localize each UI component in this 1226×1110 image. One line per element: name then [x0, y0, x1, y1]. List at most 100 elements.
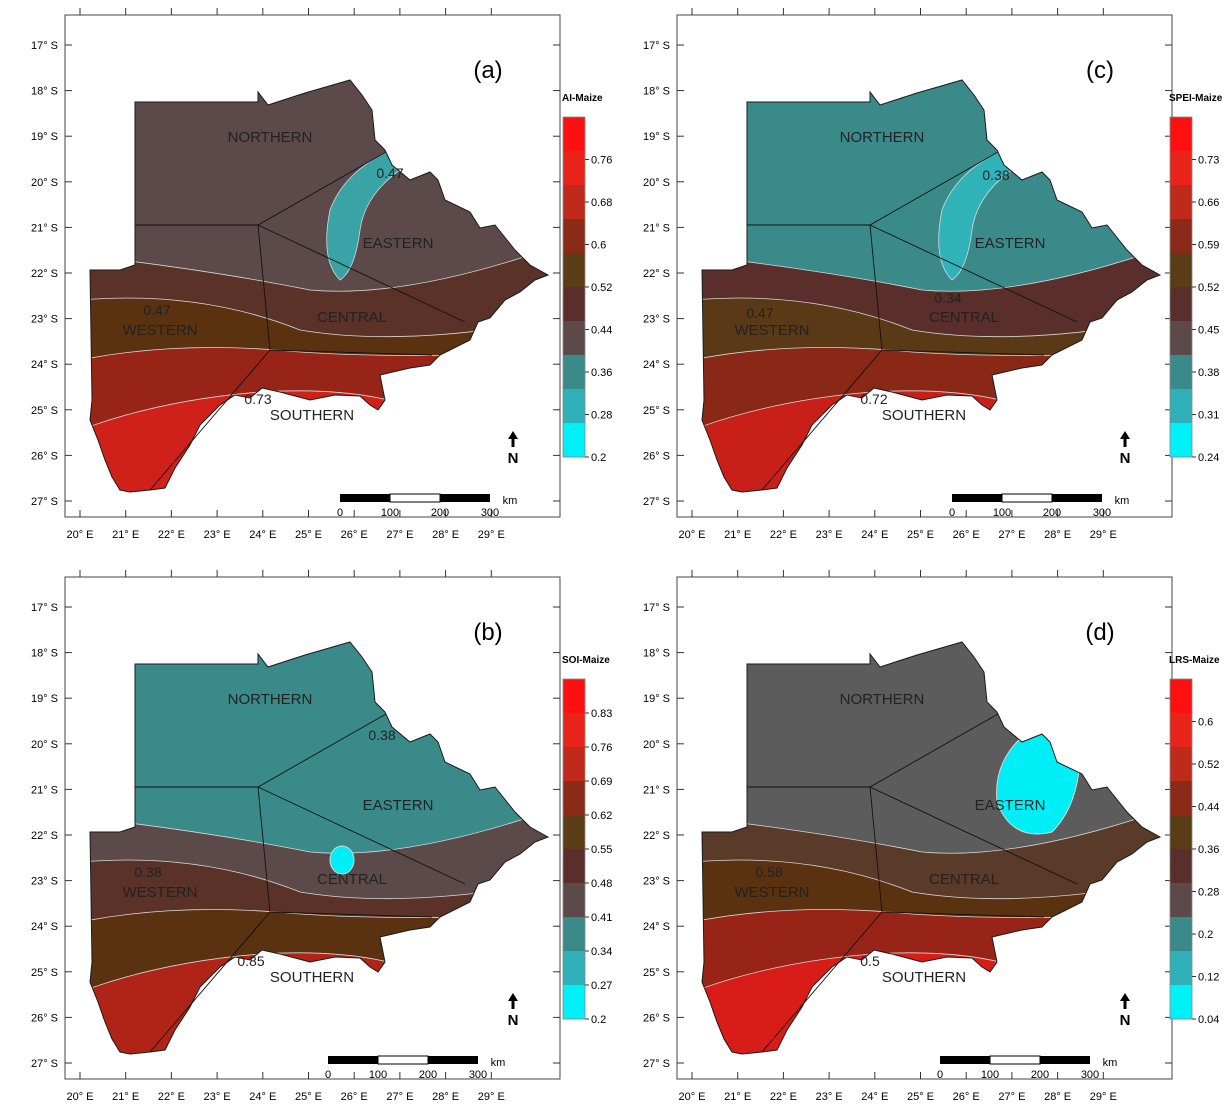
legend-title: SPEI-Maize [1169, 93, 1223, 104]
lat-tick-label: 27° S [643, 1058, 670, 1070]
region-label-western: WESTERN [735, 322, 810, 339]
legend-swatch [563, 917, 585, 952]
legend-tick-label: 0.38 [1198, 367, 1219, 379]
scale-segment [340, 494, 390, 502]
region-label-southern: SOUTHERN [270, 407, 354, 424]
lat-tick-label: 25° S [643, 405, 670, 417]
lon-tick-label: 27° E [386, 1091, 413, 1103]
lon-tick-label: 21° E [112, 1091, 139, 1103]
lat-tick-label: 20° S [31, 177, 58, 189]
lon-tick-label: 26° E [953, 1091, 980, 1103]
scale-tick-label: 0 [337, 507, 343, 519]
scale-bar: 0 100 200 300 km [949, 493, 1130, 519]
region-label-central: CENTRAL [929, 871, 999, 888]
lon-tick-label: 27° E [998, 529, 1025, 541]
legend-tick-label: 0.52 [591, 282, 612, 294]
scale-unit: km [491, 1057, 506, 1069]
legend-swatch [563, 679, 585, 714]
north-letter: N [1120, 1012, 1131, 1029]
legend-swatch [563, 849, 585, 884]
lat-tick-label: 23° S [31, 876, 58, 888]
lon-tick-label: 29° E [478, 529, 505, 541]
lon-tick-label: 21° E [724, 529, 751, 541]
legend-tick-label: 0.76 [591, 742, 612, 754]
region-boundary [149, 349, 271, 491]
legend-title: AI-Maize [562, 93, 603, 104]
scale-segment [389, 493, 441, 503]
legend-tick-label: 0.27 [591, 980, 612, 992]
legend-swatch [1170, 389, 1192, 424]
north-letter: N [508, 1012, 519, 1029]
contour-value-label: 0.47 [746, 305, 773, 321]
scale-segment [377, 1055, 429, 1065]
lat-tick-label: 17° S [31, 40, 58, 52]
legend-tick-label: 0.59 [1198, 240, 1219, 252]
lon-tick-label: 25° E [907, 1091, 934, 1103]
lat-tick-label: 26° S [643, 450, 670, 462]
legend-swatch [563, 951, 585, 986]
region-label-eastern: EASTERN [975, 797, 1046, 814]
legend-tick-label: 0.28 [591, 410, 612, 422]
legend-tick-label: 0.55 [591, 844, 612, 856]
legend-swatch [1170, 917, 1192, 952]
region-label-northern: NORTHERN [228, 129, 313, 146]
legend-tick-label: 0.62 [591, 810, 612, 822]
north-letter: N [508, 450, 519, 467]
scale-unit: km [1115, 495, 1130, 507]
lat-tick-label: 19° S [31, 693, 58, 705]
panel-letter: (c) [1086, 57, 1114, 84]
lon-tick-label: 29° E [1090, 529, 1117, 541]
legend-tick-label: 0.45 [1198, 325, 1219, 337]
north-arrow-icon: N [1120, 993, 1131, 1029]
contour-value-label: 0.34 [934, 290, 961, 306]
lat-tick-label: 21° S [31, 784, 58, 796]
legend-swatch [1170, 815, 1192, 850]
scale-tick-label: 100 [981, 1069, 999, 1081]
legend-swatch [563, 355, 585, 390]
legend-tick-label: 0.44 [1198, 802, 1219, 814]
scale-segment [952, 494, 1002, 502]
region-label-northern: NORTHERN [840, 129, 925, 146]
lon-tick-label: 28° E [1044, 529, 1071, 541]
region-label-central: CENTRAL [317, 871, 387, 888]
legend-tick-label: 0.34 [591, 946, 612, 958]
lat-tick-label: 20° S [643, 177, 670, 189]
lat-tick-label: 25° S [643, 967, 670, 979]
legend-tick-label: 0.31 [1198, 410, 1219, 422]
lat-tick-label: 24° S [643, 359, 670, 371]
scale-tick-label: 100 [993, 507, 1011, 519]
scale-tick-label: 300 [1081, 1069, 1099, 1081]
lat-tick-label: 18° S [31, 648, 58, 660]
lat-tick-label: 26° S [643, 1012, 670, 1024]
lat-tick-label: 22° S [643, 830, 670, 842]
map-panel-1: 17° S 18° S 19° S 20° S 21° S 22° S 23° S 24° S… [31, 8, 612, 541]
scale-tick-label: 0 [325, 1069, 331, 1081]
lat-tick-label: 27° S [31, 496, 58, 508]
legend-tick-label: 0.6 [1198, 717, 1213, 729]
legend-tick-label: 0.44 [591, 325, 612, 337]
contour-value-label: 0.47 [143, 302, 170, 318]
lat-tick-label: 26° S [31, 1012, 58, 1024]
lon-tick-label: 21° E [724, 1091, 751, 1103]
contour-value-label: 0.47 [376, 165, 403, 181]
map-panel-4: 17° S 18° S 19° S 20° S 21° S 22° S 23° S 24° S… [643, 570, 1220, 1103]
north-arrow-icon: N [1120, 431, 1130, 467]
lon-tick-label: 22° E [770, 529, 797, 541]
legend-swatch [563, 389, 585, 424]
lat-tick-label: 26° S [31, 450, 58, 462]
lon-tick-label: 22° E [158, 529, 185, 541]
lon-tick-label: 21° E [112, 529, 139, 541]
legend-swatch [1170, 355, 1192, 390]
lon-tick-label: 25° E [295, 1091, 322, 1103]
region-label-northern: NORTHERN [228, 691, 313, 708]
legend-swatch [563, 985, 585, 1020]
legend-swatch [1170, 679, 1192, 714]
panel-letter: (d) [1085, 619, 1114, 646]
lat-tick-label: 20° S [31, 739, 58, 751]
lon-tick-label: 27° E [386, 529, 413, 541]
lat-tick-label: 19° S [643, 131, 670, 143]
scale-tick-label: 300 [469, 1069, 487, 1081]
legend: SOI-Maize 0.83 0.76 0.69 0.62 0.55 0.48 0.41 0.3… [562, 655, 612, 1026]
region-boundary [149, 911, 271, 1053]
scale-tick-label: 200 [431, 507, 449, 519]
